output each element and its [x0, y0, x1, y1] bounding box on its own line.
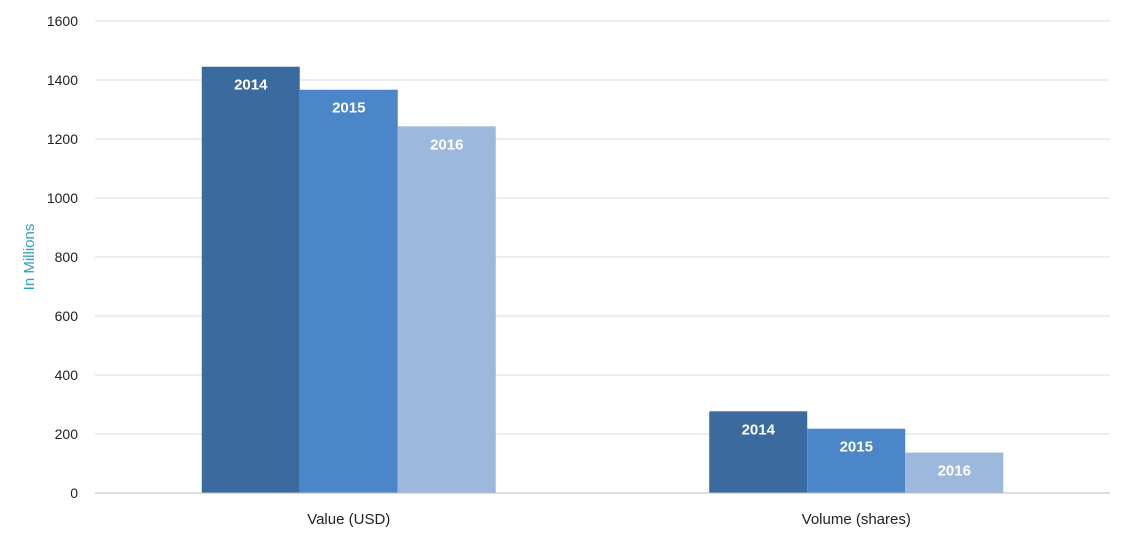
bar-label-2016-1: 2016	[938, 463, 971, 480]
y-tick-label-400: 400	[55, 367, 79, 383]
bar-2015-1	[807, 428, 906, 493]
bar-label-2014-0: 2014	[234, 77, 268, 94]
bar-2015-0	[299, 89, 398, 494]
y-tick-label-0: 0	[70, 485, 78, 501]
bar-2016-0	[397, 126, 496, 493]
y-tick-label-600: 600	[55, 308, 79, 324]
y-tick-label-1600: 1600	[47, 13, 78, 29]
bars: 2014 2015 2016 2014 2015 2016	[201, 66, 1004, 494]
y-tick-label-1000: 1000	[47, 190, 78, 206]
bar-label-2015-1: 2015	[840, 439, 873, 456]
x-axis-labels: Value (USD) Volume (shares)	[307, 511, 911, 528]
bar-2016-1	[905, 452, 1004, 493]
y-tick-label-1400: 1400	[47, 72, 78, 88]
y-tick-label-200: 200	[55, 426, 79, 442]
y-tick-label-1200: 1200	[47, 131, 78, 147]
bar-label-2014-1: 2014	[742, 421, 776, 438]
x-category-label-0: Value (USD)	[307, 511, 390, 528]
y-axis-title: In Millions	[21, 224, 38, 291]
bar-label-2015-0: 2015	[332, 100, 365, 117]
bar-2014-0	[201, 66, 300, 493]
x-category-label-1: Volume (shares)	[802, 511, 911, 528]
bar-label-2016-0: 2016	[430, 136, 463, 153]
y-axis-ticks: 0 200 400 600 800 1000 1200 1400 1600	[47, 13, 78, 501]
y-tick-label-800: 800	[55, 249, 79, 265]
bar-2014-1	[709, 411, 808, 493]
